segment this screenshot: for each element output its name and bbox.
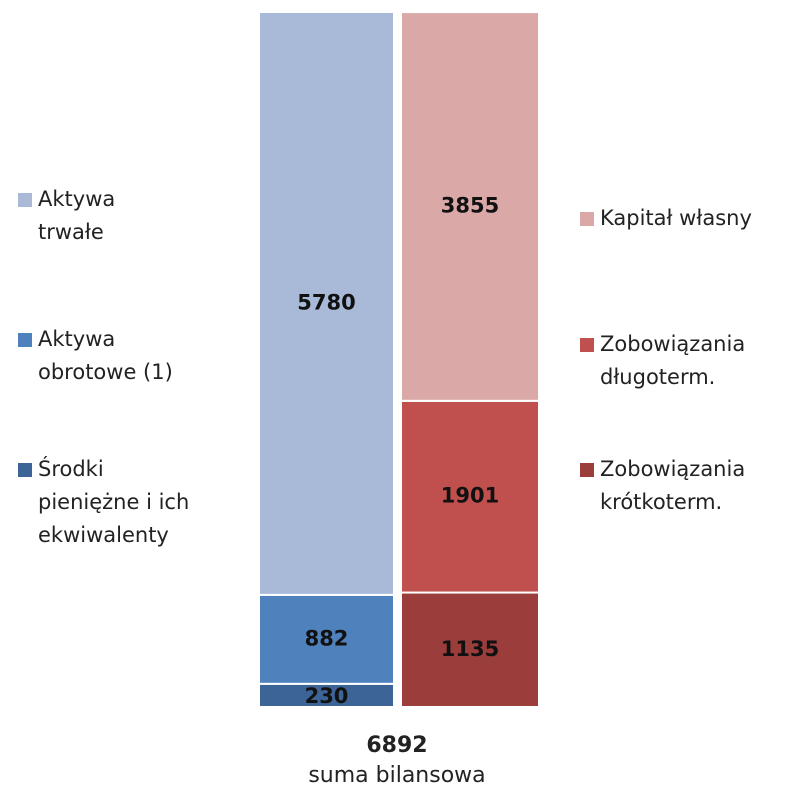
- legend-label: Zobowiązania krótkoterm.: [600, 457, 746, 514]
- bar-segment: [258, 593, 395, 685]
- legend-label: Aktywa trwałe: [38, 187, 116, 244]
- legend-swatch: [580, 338, 594, 352]
- legend-label: Aktywa obrotowe (1): [38, 327, 173, 384]
- data-label: 882: [305, 626, 349, 650]
- legend-swatch: [18, 333, 32, 347]
- legend-swatch: [580, 463, 594, 477]
- data-label: 1135: [441, 637, 499, 661]
- bar-segment: [400, 11, 540, 402]
- bar-segment: [258, 11, 395, 596]
- legend-swatch: [580, 212, 594, 226]
- legend-label: Zobowiązania długoterm.: [600, 332, 746, 389]
- data-label: 5780: [297, 290, 355, 314]
- total-label: suma bilansowa: [308, 763, 486, 788]
- data-label: 230: [305, 684, 349, 708]
- legend-label: Kapitał własny: [600, 206, 752, 230]
- data-label: 1901: [441, 484, 499, 508]
- legend-swatch: [18, 193, 32, 207]
- bar-segment: [400, 399, 540, 594]
- legend-swatch: [18, 463, 32, 477]
- data-label: 3855: [441, 193, 499, 217]
- bar-segment: [400, 591, 540, 709]
- legend-label: Środki pieniężne i ich ekwiwalenty: [38, 457, 190, 547]
- total-value: 6892: [366, 733, 428, 758]
